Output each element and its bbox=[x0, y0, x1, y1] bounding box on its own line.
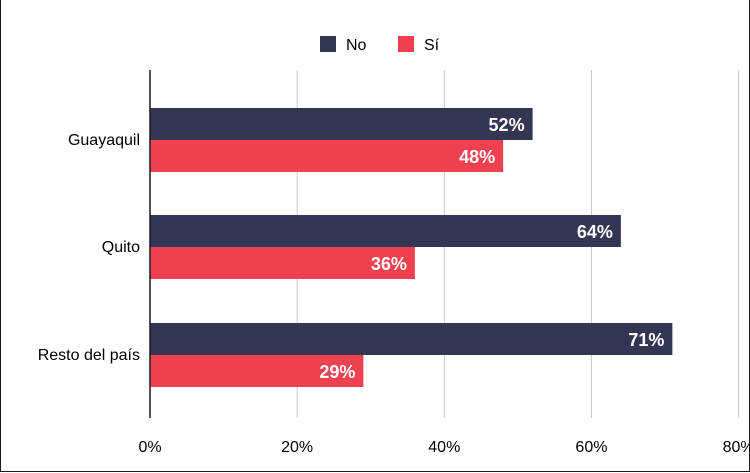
x-tick-label-60: 60% bbox=[575, 439, 607, 456]
legend-swatch-si bbox=[398, 36, 414, 52]
data-label-si-1: 36% bbox=[371, 254, 407, 274]
data-label-no-2: 71% bbox=[628, 330, 664, 350]
x-tick-label-40: 40% bbox=[428, 439, 460, 456]
bar-si-1 bbox=[150, 247, 415, 279]
legend-label-no: No bbox=[346, 37, 367, 54]
bar-no-1 bbox=[150, 215, 621, 247]
bars-group: 52% 48% 64% 36% 71% 29% bbox=[150, 108, 673, 387]
category-label-2: Resto del país bbox=[38, 347, 140, 364]
bar-si-2 bbox=[150, 355, 364, 387]
data-label-no-0: 52% bbox=[489, 115, 525, 135]
x-tick-label-80: 80% bbox=[723, 439, 750, 456]
x-tick-label-0: 0% bbox=[138, 439, 161, 456]
category-label-1: Quito bbox=[102, 239, 140, 256]
data-label-si-0: 48% bbox=[459, 147, 495, 167]
bar-no-0 bbox=[150, 108, 533, 140]
data-label-si-2: 29% bbox=[319, 362, 355, 382]
x-tick-label-20: 20% bbox=[281, 439, 313, 456]
bar-si-0 bbox=[150, 140, 504, 172]
legend: No Sí bbox=[320, 36, 440, 54]
data-label-no-1: 64% bbox=[577, 222, 613, 242]
category-label-0: Guayaquil bbox=[68, 132, 140, 149]
axis-group: Guayaquil Quito Resto del país 0% 20% 40% 60% 8… bbox=[38, 70, 750, 456]
legend-swatch-no bbox=[320, 36, 336, 52]
bar-no-2 bbox=[150, 323, 673, 355]
legend-label-si: Sí bbox=[424, 37, 440, 54]
